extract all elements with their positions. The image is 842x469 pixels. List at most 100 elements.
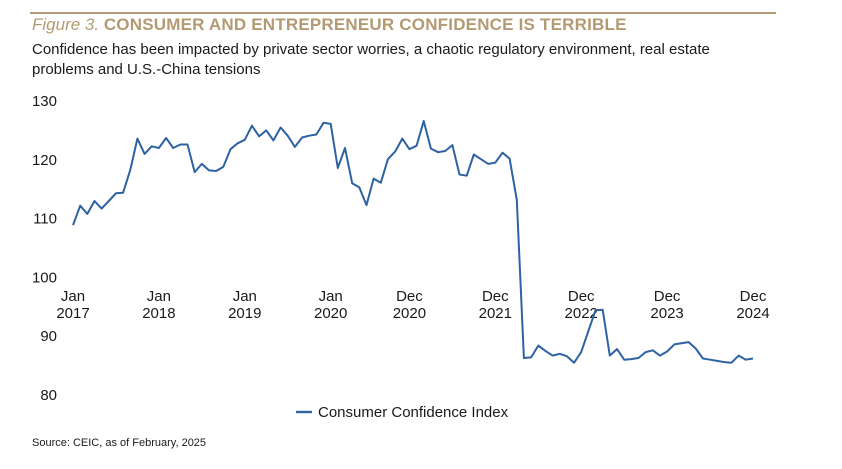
x-tick-label: 2018 [142,305,175,322]
data-point [287,135,289,137]
data-point [745,359,747,361]
data-point [544,350,546,352]
data-point [609,355,611,357]
data-point [738,355,740,357]
data-point [494,162,496,164]
data-point [315,134,317,136]
data-point [244,139,246,141]
data-point [308,135,310,137]
data-point [294,146,296,148]
legend: Consumer Confidence Index [296,404,509,421]
data-point [351,182,353,184]
data-point [702,358,704,360]
data-point [129,169,131,171]
x-tick-label: Jan [147,288,171,305]
data-point [172,147,174,149]
data-point [272,139,274,141]
data-point [158,147,160,149]
data-point [487,163,489,165]
data-point [638,357,640,359]
y-tick-label: 130 [32,93,57,110]
data-point [136,138,138,140]
data-point [573,362,575,364]
data-point [580,351,582,353]
data-point [645,351,647,353]
data-point [616,348,618,350]
x-tick-label: 2020 [393,305,426,322]
data-point [237,142,239,144]
data-point [387,158,389,160]
data-point [716,360,718,362]
data-point [459,174,461,176]
data-point [437,151,439,153]
data-point [251,125,253,127]
data-point [695,348,697,350]
data-point [444,150,446,152]
source-note: Source: CEIC, as of February, 2025 [32,437,207,449]
data-point [108,200,110,202]
data-point [215,170,217,172]
x-axis: Jan2017Jan2018Jan2019Jan2020Dec2020Dec20… [56,288,769,322]
data-point [451,144,453,146]
data-point [115,192,117,194]
title-rule [30,12,776,14]
data-point [552,355,554,357]
x-tick-label: Dec [396,288,423,305]
legend-label: Consumer Confidence Index [318,404,509,421]
data-point [366,204,368,206]
data-point [473,154,475,156]
data-point [122,192,124,194]
figure-title: Figure 3. CONSUMER AND ENTREPRENEUR CONF… [32,15,627,35]
chart-title: CONSUMER AND ENTREPRENEUR CONFIDENCE IS … [103,15,627,34]
data-point [265,129,267,131]
data-point [344,147,346,149]
data-point [595,309,597,311]
y-tick-label: 90 [40,328,57,345]
data-point [530,356,532,358]
data-point [222,166,224,168]
data-point [752,358,754,360]
data-point [537,345,539,347]
data-point [652,349,654,351]
data-point [373,178,375,180]
data-point [587,330,589,332]
data-point [72,224,74,226]
y-tick-label: 100 [32,269,57,286]
data-point [630,358,632,360]
y-tick-label: 110 [33,211,57,228]
data-point [709,359,711,361]
data-point [194,171,196,173]
data-point [280,127,282,129]
x-tick-label: 2023 [650,305,683,322]
data-point [401,138,403,140]
data-point [408,148,410,150]
x-tick-label: 2019 [228,305,261,322]
x-tick-label: Dec [482,288,509,305]
x-tick-label: 2021 [479,305,512,322]
x-tick-label: Jan [319,288,343,305]
chart-subtitle: Confidence has been impacted by private … [32,41,710,78]
data-point [602,309,604,311]
data-point [179,144,181,146]
data-point [680,342,682,344]
data-point [688,341,690,343]
data-point [86,213,88,215]
data-point [144,153,146,155]
data-point [301,137,303,139]
x-tick-label: Dec [654,288,681,305]
x-tick-label: 2024 [736,305,769,322]
y-tick-label: 120 [32,152,57,169]
figure-label: Figure 3. [32,15,100,34]
series-line-consumer-confidence [72,120,754,364]
data-point [380,182,382,184]
series-layer [72,120,754,364]
data-point [523,357,525,359]
data-point [423,120,425,122]
data-point [151,145,153,147]
data-point [208,169,210,171]
data-point [258,135,260,137]
data-point [659,355,661,357]
data-point [480,158,482,160]
data-point [230,148,232,150]
